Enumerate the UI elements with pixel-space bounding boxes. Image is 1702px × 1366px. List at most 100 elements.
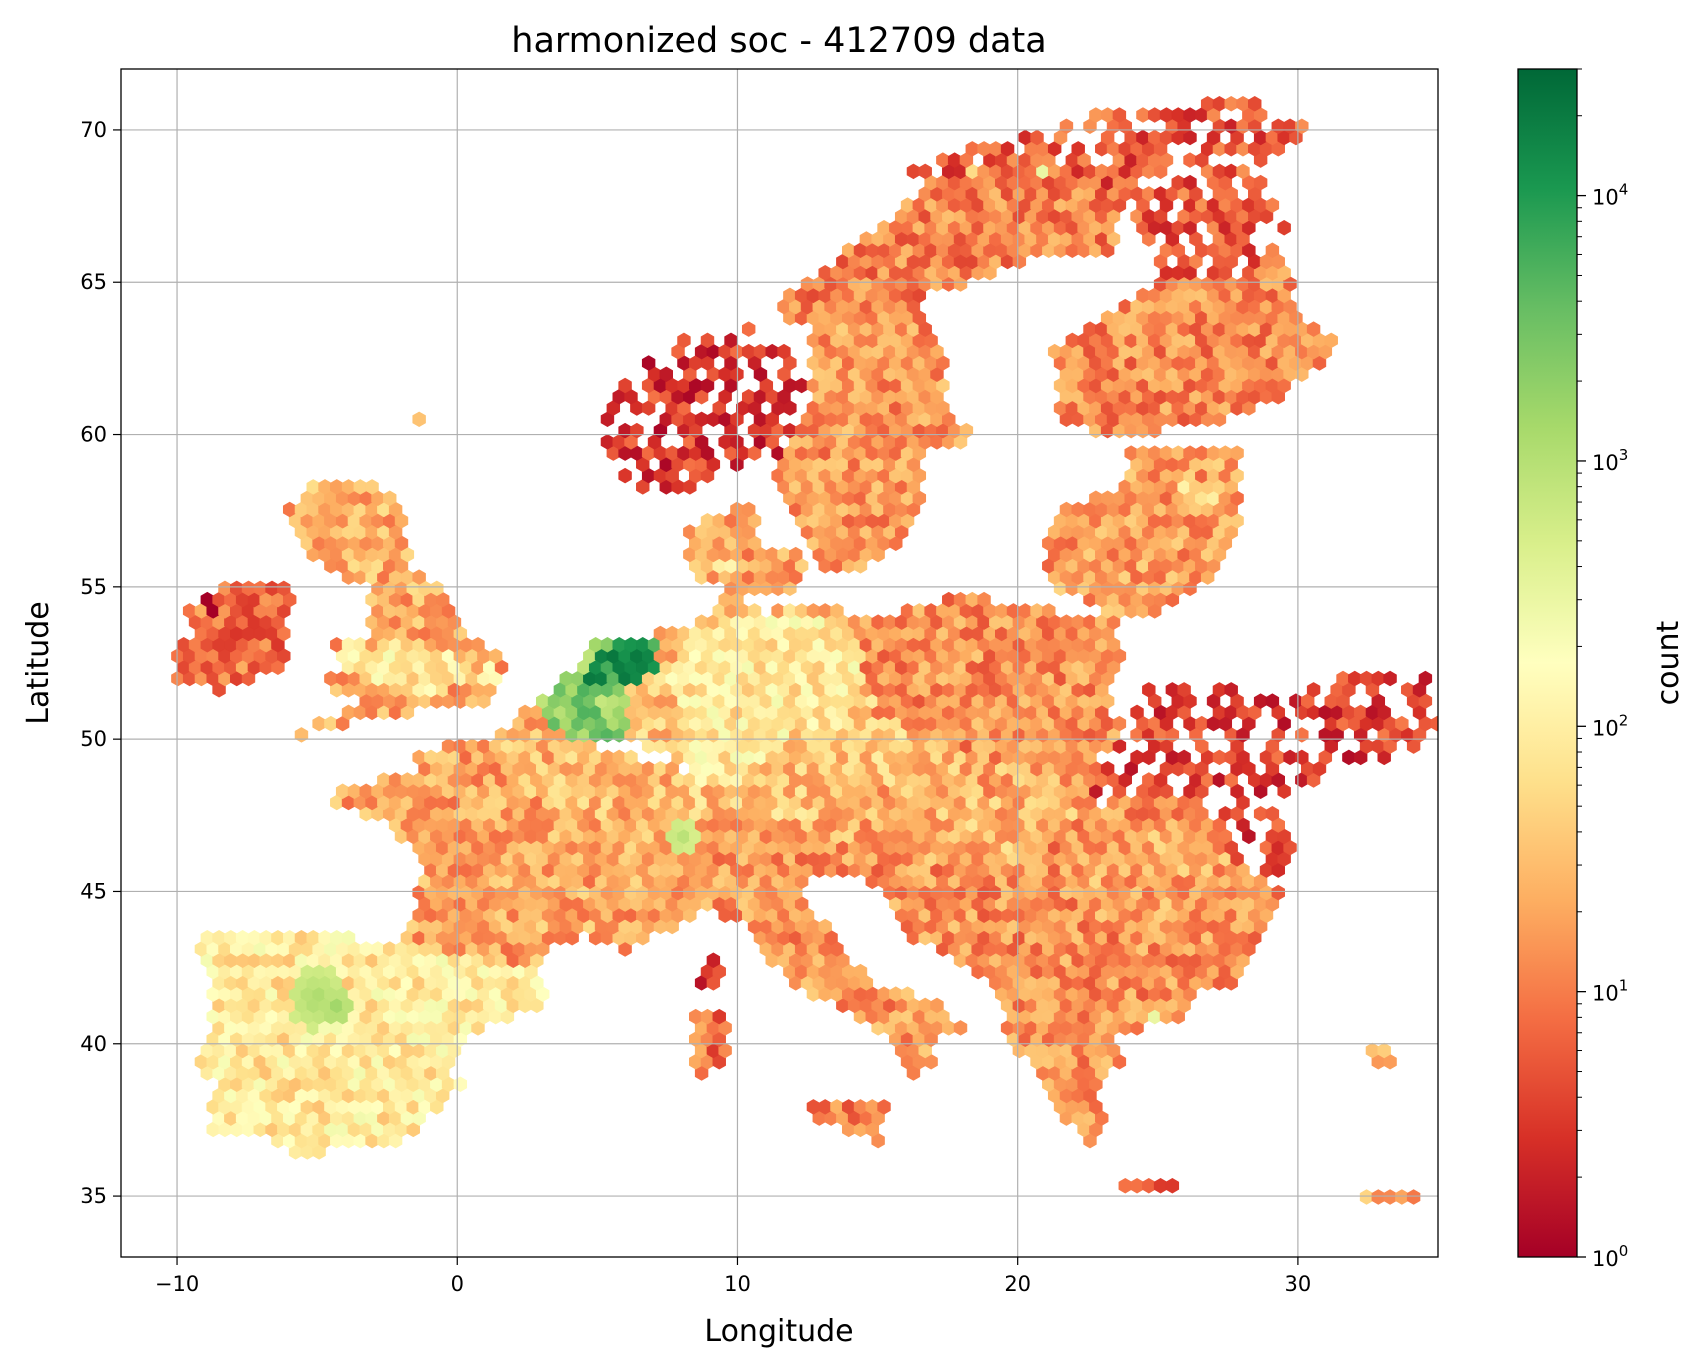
hexbin-cell — [1095, 1110, 1109, 1126]
hexbin-cell — [1230, 963, 1244, 980]
y-tick-label: 35 — [80, 1184, 107, 1208]
hexbin-cell — [794, 873, 809, 890]
hexbin-cell — [1171, 1008, 1185, 1025]
hexbin-cell — [341, 930, 356, 946]
y-tick-label: 60 — [80, 423, 107, 447]
hexbin-cell — [818, 918, 832, 935]
hexbin-cell — [924, 1031, 938, 1047]
hexbin-cell — [1083, 1132, 1097, 1149]
hexbin-cell — [412, 1110, 426, 1126]
hexbin-cell — [665, 918, 679, 935]
hexbin-cell — [712, 1008, 726, 1025]
hexbin-cell — [871, 1132, 885, 1149]
hexbin-cell — [930, 997, 944, 1014]
hexbin-cell — [524, 963, 538, 980]
hexbin-cell — [694, 1065, 709, 1081]
hexbin-cell — [712, 1031, 726, 1047]
hexbin-cell — [706, 952, 721, 969]
x-tick-label: 0 — [451, 1272, 464, 1296]
hexbin-cell — [789, 884, 803, 901]
hexbin-cell — [865, 1121, 879, 1138]
hexbin-cell — [1083, 1087, 1097, 1104]
y-tick-label: 70 — [80, 118, 107, 142]
y-tick-label: 65 — [80, 270, 107, 294]
hexbin-cell — [1236, 862, 1250, 878]
hexbin-cell — [718, 1042, 732, 1059]
hexbin-cell — [636, 930, 650, 946]
x-tick-label: 30 — [1285, 1272, 1312, 1296]
hexbin-cell — [1100, 1031, 1115, 1047]
hexbin-cell — [800, 907, 815, 923]
hexbin-cell — [794, 896, 809, 912]
y-tick-label: 45 — [80, 879, 107, 903]
hexbin-cell — [712, 963, 726, 980]
hexbin-cell — [830, 941, 844, 957]
hexbin-cell — [435, 1065, 450, 1081]
hexbin-cell — [877, 1099, 891, 1115]
hexbin-cell — [906, 1065, 921, 1081]
hexbin-cell — [435, 1087, 450, 1104]
hexbin-cell — [1406, 1189, 1421, 1205]
hexbin-cell — [1130, 1020, 1144, 1036]
hexbin-cell — [824, 930, 838, 946]
x-tick-label: 20 — [1004, 1272, 1031, 1296]
hexbin-cell — [618, 941, 632, 957]
hexbin-cell — [1165, 1177, 1180, 1194]
hexbin-cell — [406, 1121, 420, 1138]
hexbin-cell — [936, 1008, 950, 1025]
hexbin-cell — [924, 1053, 938, 1070]
hexbin-cell — [953, 1020, 968, 1036]
hexbin-cell — [1089, 1121, 1103, 1138]
hexbin-cell — [1271, 862, 1285, 878]
hexbin-cell — [1259, 907, 1274, 923]
hexbin-cell — [1383, 1053, 1397, 1070]
hexbin-cell — [836, 952, 850, 969]
hexbin-layer — [171, 95, 1438, 1205]
hexbin-cell — [1089, 1076, 1103, 1093]
hexbin-cell — [1253, 918, 1268, 935]
hexbin-cell — [1253, 873, 1268, 890]
hexbin-cell — [706, 975, 721, 991]
hexbin-cell — [430, 1099, 444, 1115]
hexbin-cell — [853, 963, 868, 980]
hexbin-cell — [900, 986, 915, 1002]
hexbin-cell — [1242, 941, 1256, 957]
hexbin-cell — [500, 1008, 515, 1025]
hexbin-cell — [1183, 986, 1197, 1002]
hexbin-cell — [1177, 997, 1191, 1014]
hexbin-cell — [1248, 930, 1262, 946]
hexbin-cell — [1224, 975, 1238, 991]
x-tick-label: −10 — [155, 1272, 199, 1296]
hexbin-cell — [565, 930, 579, 946]
hexbin-cell — [859, 975, 874, 991]
hexbin-cell — [530, 997, 544, 1014]
colorbar-label: count — [1651, 620, 1686, 705]
y-axis-label: Latitude — [21, 601, 56, 724]
hexbin-cell — [312, 1144, 326, 1160]
y-tick-label: 55 — [80, 575, 107, 599]
y-tick-label: 50 — [80, 727, 107, 751]
hexbin-cell — [1089, 1099, 1103, 1115]
hexbin-cell — [471, 1020, 485, 1036]
hexbin-cell — [918, 1042, 932, 1059]
y-tick-label: 40 — [80, 1032, 107, 1056]
x-tick-label: 10 — [724, 1272, 751, 1296]
hexbin-cell — [1236, 952, 1250, 969]
hexbin-cell — [718, 1020, 732, 1036]
hexbin-cell — [1265, 896, 1280, 912]
colorbar — [1518, 69, 1577, 1257]
hexbin-cell — [536, 986, 550, 1002]
hexbin-cell — [1106, 1042, 1121, 1059]
hexbin-cell — [388, 1132, 403, 1149]
hexbin-cell — [683, 907, 697, 923]
hexbin-cell — [712, 1053, 726, 1070]
x-axis-label: Longitude — [704, 1314, 853, 1349]
hexbin-cell — [441, 1053, 456, 1070]
hexbin-cell — [1095, 1065, 1109, 1081]
hexbin-cell — [530, 975, 544, 991]
hexbin-cell — [1271, 884, 1285, 901]
hexbin-cell — [1112, 1053, 1127, 1070]
hexbin-cell — [530, 952, 544, 969]
